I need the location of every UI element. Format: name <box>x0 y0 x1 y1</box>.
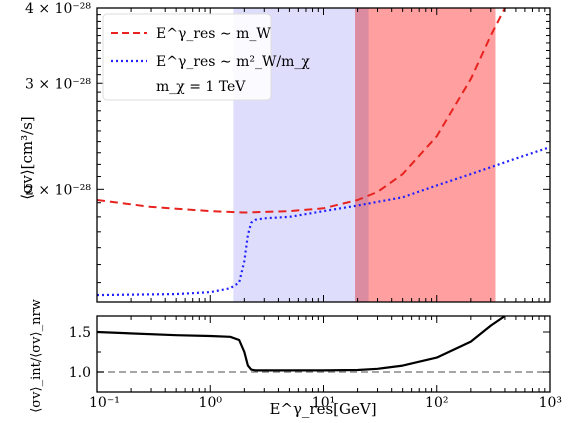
ratio-y-axis-label: ⟨σv⟩_int/⟨σv⟩_nrw <box>29 299 44 413</box>
main-y-axis-label: ⟨σv⟩[cm³/s] <box>18 116 36 200</box>
shaded-region-red <box>355 8 496 302</box>
legend-label-mchi: m_χ = 1 TeV <box>156 79 246 95</box>
ratio-line <box>97 316 506 372</box>
x-tick-label: 10³ <box>539 395 562 411</box>
legend-label-mw: E^γ_res ∼ m_W <box>156 26 271 42</box>
main-y-tick-label: 2 × 10⁻²⁸ <box>25 182 91 198</box>
legend-frame <box>102 13 272 101</box>
ratio-lines <box>97 316 550 373</box>
legend-label-mw2-over-mchi: E^γ_res ∼ m²_W/m_χ <box>156 54 310 70</box>
ratio-y-tick-label: 1.0 <box>69 365 91 381</box>
series-line-mw2-over-mchi-dotted <box>97 146 550 297</box>
main-y-tick-label: 3 × 10⁻²⁸ <box>25 76 91 92</box>
series-lines <box>97 8 550 297</box>
legend: E^γ_res ∼ m_W E^γ_res ∼ m²_W/m_χ m_χ = 1… <box>102 13 310 101</box>
ratio-tick-labels: 1.0 1.5 10⁻¹ 10⁰ 10¹ 10² 10³ <box>69 325 562 411</box>
main-y-tick-label: 4 × 10⁻²⁸ <box>25 1 91 17</box>
ratio-panel: 1.0 1.5 10⁻¹ 10⁰ 10¹ 10² 10³ ⟨σv⟩_int/⟨σv⟩_nrw… <box>29 299 562 418</box>
shaded-regions <box>233 8 496 302</box>
x-tick-label: 10¹ <box>312 395 335 411</box>
main-panel: 2 × 10⁻²⁸3 × 10⁻²⁸4 × 10⁻²⁸ ⟨σv⟩[cm³/s] … <box>18 1 551 303</box>
x-tick-label: 10⁰ <box>199 395 223 411</box>
x-axis-label: E^γ_res[GeV] <box>269 400 376 418</box>
x-tick-label: 10⁻¹ <box>89 395 120 411</box>
shaded-region-overlap <box>355 8 369 302</box>
series-line-mw-dashed <box>97 8 506 214</box>
ratio-plot-frame <box>96 315 551 393</box>
main-ticks <box>96 7 550 303</box>
main-ytick-labels: 2 × 10⁻²⁸ 3 × 10⁻²⁸ 4 × 10⁻²⁸ <box>25 1 91 198</box>
ratio-y-tick-label: 1.5 <box>69 325 91 341</box>
x-tick-label: 10² <box>425 395 448 411</box>
ratio-ticks <box>96 316 551 392</box>
